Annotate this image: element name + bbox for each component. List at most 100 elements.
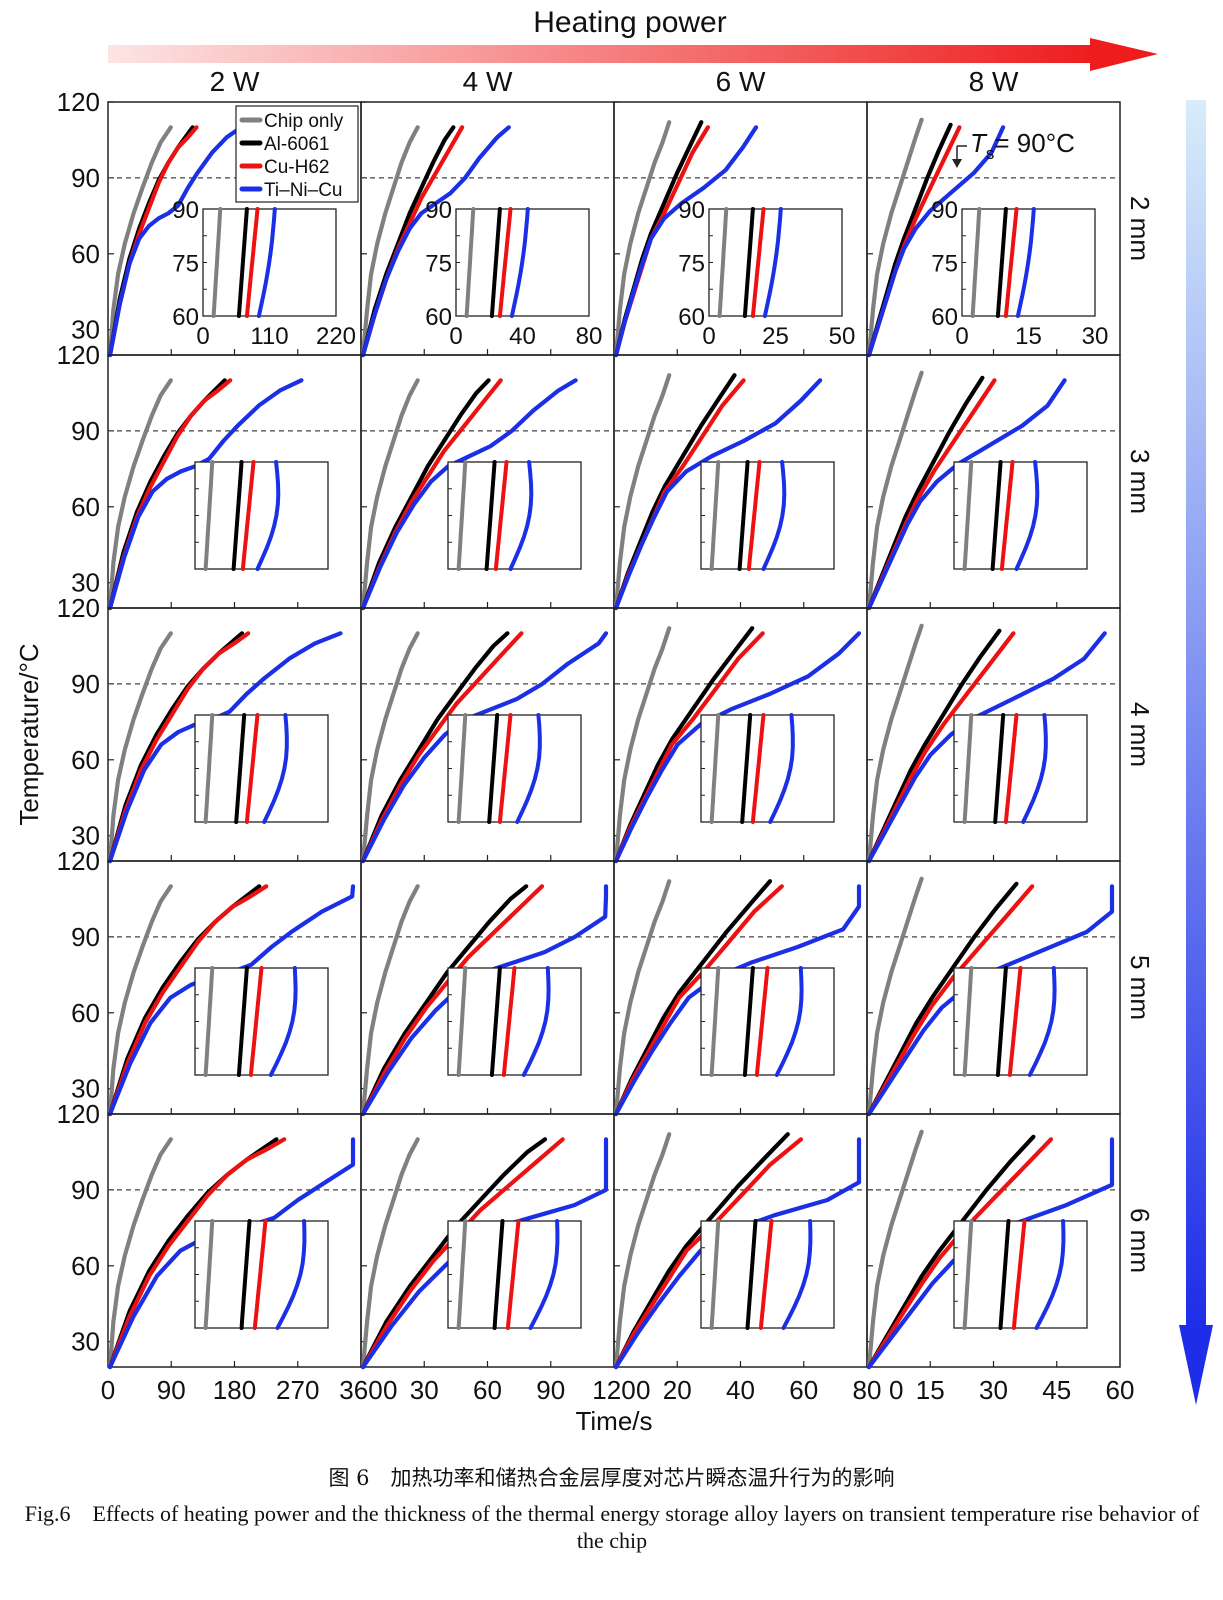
inset-series-line	[231, 460, 244, 571]
panel	[866, 1113, 1121, 1370]
series-line	[360, 1137, 609, 1370]
inset-series-line	[754, 966, 770, 1077]
inset-series-line	[709, 460, 721, 571]
inset-series-line	[709, 966, 721, 1077]
series-line	[107, 1137, 287, 1370]
inset-series-line	[262, 713, 289, 824]
inset-series-line	[203, 1219, 215, 1330]
series-line	[866, 117, 924, 358]
y-tick-label: 120	[57, 87, 100, 117]
inset-series-line	[746, 460, 762, 571]
panel	[866, 354, 1121, 611]
inset-series-line	[236, 207, 249, 318]
inset-series-line	[970, 207, 982, 318]
y-tick-label: 120	[57, 846, 100, 876]
panel	[866, 860, 1121, 1117]
inset-x-tick-label: 220	[316, 323, 356, 350]
inset-series-line	[515, 713, 542, 824]
inset-series-line	[774, 966, 804, 1077]
inset-series-line	[998, 1219, 1011, 1330]
figure-caption-english: Fig.6 Effects of heating power and the t…	[24, 1501, 1200, 1553]
inset-series-line	[275, 1219, 307, 1330]
inset-series-line	[745, 1219, 758, 1330]
series-line	[360, 378, 420, 611]
inset-x-tick-label: 25	[762, 323, 789, 350]
inset-frame	[194, 714, 329, 823]
x-tick-label: 60	[473, 1375, 502, 1405]
inset-series-line	[742, 966, 755, 1077]
panel: 90 75 600 25 50	[613, 101, 868, 358]
row-label: 2 mm	[1125, 196, 1155, 261]
series-line	[360, 631, 524, 864]
panel	[866, 607, 1121, 864]
series-line	[866, 623, 924, 864]
y-tick-label: 120	[57, 1099, 100, 1129]
heating-power-arrow-head	[1090, 38, 1158, 71]
series-line	[360, 631, 420, 864]
column-label: 2 W	[210, 66, 260, 97]
inset-series-line	[240, 460, 256, 571]
inset-series-line	[456, 1219, 468, 1330]
inset-series-line	[487, 713, 500, 824]
inset-series-line	[248, 966, 264, 1077]
inset-series-line	[234, 713, 247, 824]
figure-canvas: Heating power 2 W 4 W 6 W 8 W 2 mm 3 mm 4 mm 5 …	[14, 6, 1213, 1436]
inset-series-line	[497, 207, 513, 318]
inset-series-line	[252, 1219, 268, 1330]
inset-series-line	[493, 460, 509, 571]
row-label: 6 mm	[1125, 1208, 1155, 1273]
series-line	[107, 631, 173, 864]
series-line	[613, 125, 759, 358]
inset-x-tick-label: 110	[250, 323, 288, 350]
inset-series-line	[995, 207, 1008, 318]
inset-y-tick-label: 75	[678, 251, 705, 278]
y-tick-label: 90	[71, 922, 100, 952]
x-tick-label: 120	[592, 1375, 635, 1405]
x-tick-label: 0	[383, 1375, 397, 1405]
inset-series-line	[962, 460, 974, 571]
series-line	[107, 884, 269, 1117]
inset-x-tick-label: 0	[955, 323, 968, 350]
series-line	[360, 884, 529, 1117]
y-tick-label: 90	[71, 416, 100, 446]
series-line	[360, 631, 510, 864]
inset-series-line	[239, 1219, 252, 1330]
inset-y-tick-label: 90	[931, 197, 958, 224]
x-tick-label: 40	[726, 1375, 755, 1405]
inset-series-line	[1021, 713, 1048, 824]
x-tick-label: 45	[1042, 1375, 1071, 1405]
inset-series-line	[995, 966, 1008, 1077]
inset-series-line	[962, 1219, 974, 1330]
series-line	[866, 125, 1006, 358]
x-tick-label: 0	[636, 1375, 650, 1405]
inset-y-tick-label: 60	[931, 304, 958, 331]
inset-series-line	[236, 966, 249, 1077]
inset-series-line	[521, 966, 551, 1077]
inset-series-line	[742, 207, 755, 318]
inset-frame	[700, 461, 835, 570]
panel	[107, 860, 362, 1117]
plot-grid: 2 W 4 W 6 W 8 W 2 mm 3 mm 4 mm 5 mm 6 mm Temperat…	[14, 66, 1155, 1436]
figure-caption-chinese: 图 6 加热功率和储热合金层厚度对芯片瞬态温升行为的影响	[328, 1466, 895, 1490]
legend-entry: Al-6061	[264, 134, 330, 155]
panel: 90 75 600 15 30	[866, 101, 1121, 358]
inset-series-line	[737, 460, 750, 571]
y-tick-label: 120	[57, 340, 100, 370]
y-tick-label: 30	[71, 568, 100, 598]
annotation-text: Ts= 90°C	[970, 128, 1075, 163]
inset-series-line	[709, 1219, 721, 1330]
inset-series-line	[489, 207, 502, 318]
series-line	[360, 378, 578, 611]
inset-x-tick-label: 0	[449, 323, 462, 350]
series-line	[613, 1137, 804, 1370]
panel	[107, 354, 362, 611]
legend-entry: Cu-H62	[264, 157, 329, 178]
y-tick-label: 90	[71, 163, 100, 193]
panel	[360, 1113, 615, 1370]
inset-y-tick-label: 75	[931, 251, 958, 278]
x-tick-label: 80	[853, 1375, 882, 1405]
inset-series-line	[990, 460, 1003, 571]
thickness-arrow-head	[1179, 1325, 1213, 1405]
inset-series-line	[962, 713, 974, 824]
inset-series-line	[203, 966, 215, 1077]
